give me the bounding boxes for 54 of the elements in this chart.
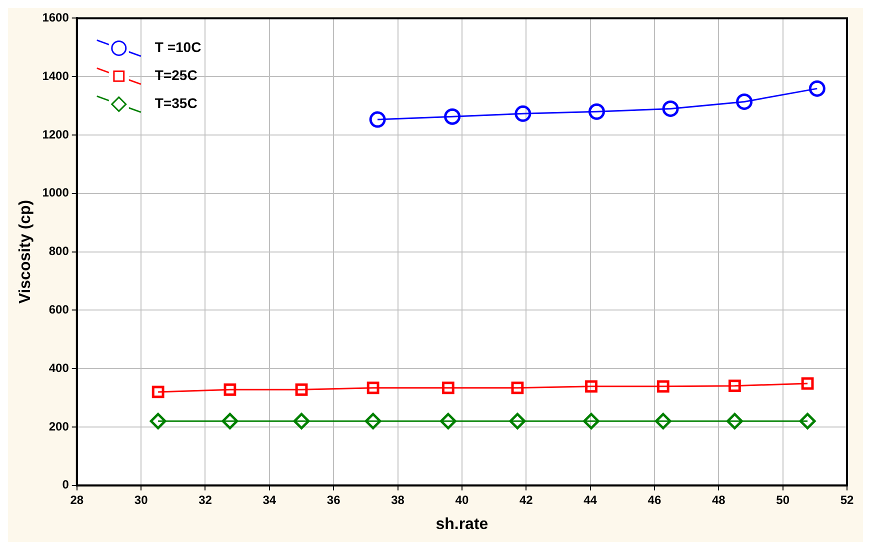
x-tick-label: 46 <box>648 492 662 507</box>
point <box>369 111 386 128</box>
y-tick-label: 1400 <box>42 68 70 83</box>
point <box>295 383 308 396</box>
x-axis-title: sh.rate <box>436 516 488 533</box>
point <box>588 103 605 120</box>
y-tick-label: 1600 <box>42 10 70 25</box>
point <box>440 412 456 430</box>
y-tick-label: 400 <box>48 360 70 375</box>
point <box>224 383 236 396</box>
point <box>152 386 164 398</box>
y-tick-label: 1200 <box>42 127 70 142</box>
x-tick-label: 42 <box>519 492 534 507</box>
legend-label: T =10C <box>154 39 202 56</box>
point <box>656 380 670 393</box>
y-tick-label: 800 <box>48 244 70 258</box>
legend-label: T=35C <box>154 95 198 112</box>
x-tick-label: 32 <box>198 492 212 507</box>
x-tick-label: 48 <box>712 492 726 507</box>
point <box>364 412 382 430</box>
point <box>293 412 310 430</box>
point <box>366 382 380 394</box>
point <box>654 412 672 430</box>
point <box>583 412 600 430</box>
point <box>799 412 816 430</box>
point <box>511 382 524 394</box>
point <box>585 380 598 393</box>
y-tick-label: 1000 <box>42 186 70 200</box>
point <box>736 93 753 110</box>
x-tick-label: 30 <box>134 492 148 507</box>
x-tick-label: 40 <box>455 492 469 507</box>
point <box>150 412 166 430</box>
x-tick-label: 28 <box>70 492 84 507</box>
point <box>728 380 741 392</box>
x-tick-label: 34 <box>262 492 276 507</box>
point <box>726 412 743 430</box>
point <box>442 382 454 394</box>
x-tick-label: 50 <box>776 492 790 507</box>
legend-label: T=25C <box>154 67 198 84</box>
point <box>662 100 679 117</box>
point <box>514 105 532 122</box>
point <box>444 108 461 125</box>
x-tick-label: 36 <box>326 492 341 507</box>
x-tick-label: 44 <box>584 492 598 507</box>
y-axis-title: Viscosity (cp) <box>17 200 34 304</box>
y-tick-label: 600 <box>48 302 70 317</box>
y-tick-label: 200 <box>48 419 70 434</box>
y-tick-label: 0 <box>62 478 70 492</box>
x-tick-label: 38 <box>391 492 405 507</box>
x-tick-label: 52 <box>840 492 854 507</box>
point <box>801 377 814 390</box>
point <box>222 412 238 430</box>
point <box>808 80 826 97</box>
point <box>509 412 526 430</box>
